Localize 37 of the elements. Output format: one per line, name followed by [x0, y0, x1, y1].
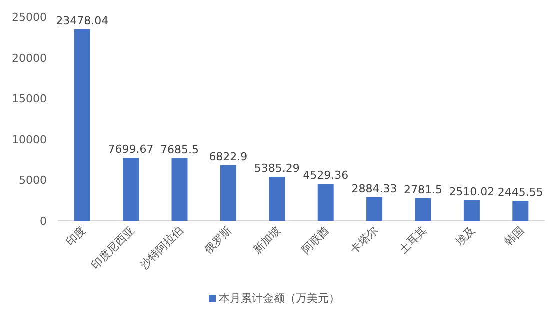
y-tick-label: 10000 [12, 133, 47, 146]
bar [366, 197, 383, 221]
y-tick-label: 0 [40, 215, 47, 228]
data-label: 23478.04 [56, 14, 109, 28]
data-label: 2781.5 [404, 183, 442, 196]
y-tick-label: 25000 [12, 11, 47, 24]
x-tick-label: 卡塔尔 [348, 224, 381, 256]
legend-label: 本月累计金额（万美元） [219, 292, 340, 305]
y-tick-label: 5000 [19, 174, 47, 188]
data-label: 2445.55 [498, 186, 544, 200]
bar [172, 158, 188, 221]
x-tick-label: 新加坡 [250, 224, 284, 256]
y-tick-label: 15000 [12, 92, 47, 106]
data-label: 6822.9 [209, 150, 248, 164]
x-tick-label: 印度 [64, 224, 88, 249]
x-tick-label: 埃及 [452, 224, 478, 250]
data-label: 7699.67 [108, 143, 154, 156]
data-label: 5385.29 [254, 162, 300, 176]
x-tick-label: 俄罗斯 [202, 224, 235, 256]
data-label: 2884.33 [352, 182, 398, 196]
x-tick-label: 印度尼西亚 [89, 224, 138, 272]
data-label: 2510.02 [449, 186, 495, 199]
x-tick-label: 沙特阿拉伯 [138, 224, 186, 272]
bar [220, 165, 236, 221]
x-tick-label: 韩国 [502, 224, 527, 249]
bar [464, 200, 480, 221]
bar [512, 201, 529, 221]
y-tick-label: 20000 [12, 52, 47, 65]
data-label: 7685.5 [160, 143, 199, 156]
bar [415, 198, 432, 221]
x-tick-label: 阿联酋 [299, 224, 332, 256]
x-tick-label: 土耳其 [396, 224, 430, 256]
data-label: 4529.36 [303, 169, 349, 182]
bar [123, 158, 140, 221]
bar [318, 184, 334, 221]
bar [269, 177, 286, 221]
bar [74, 29, 90, 221]
